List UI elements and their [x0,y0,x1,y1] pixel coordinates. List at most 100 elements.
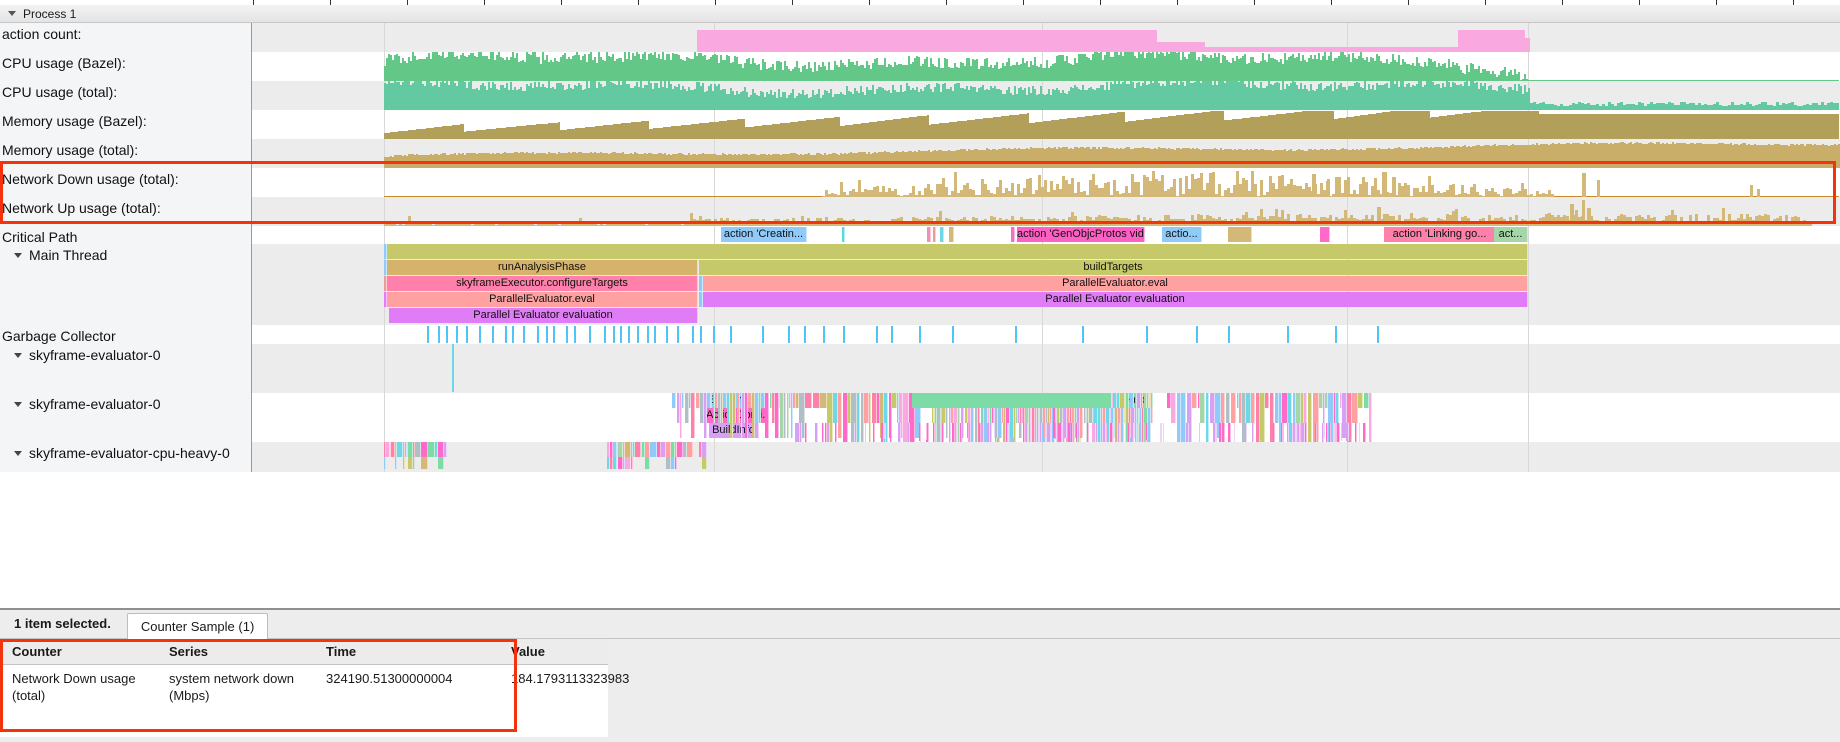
cpu-heavy-slice[interactable] [618,442,623,457]
dense-slice[interactable] [1140,423,1142,438]
gc-event-tick[interactable] [574,326,576,343]
dense-slice[interactable] [1200,393,1205,408]
cpu-heavy-slice[interactable] [623,457,625,469]
col-header-counter[interactable]: Counter [12,644,62,659]
dense-slice[interactable] [1148,408,1151,423]
cpu-heavy-slice[interactable] [618,457,623,469]
dense-slice[interactable] [899,408,903,423]
cpu-heavy-slice[interactable] [607,457,610,469]
dense-slice[interactable] [1279,393,1282,408]
dense-slice[interactable] [1313,408,1319,423]
dense-slice[interactable] [1060,408,1063,423]
dense-slice[interactable] [741,393,742,408]
flame-slice[interactable] [387,244,1528,259]
dense-slice[interactable] [1341,423,1342,441]
dense-slice[interactable] [680,423,682,438]
dense-slice[interactable] [962,438,963,442]
dense-slice[interactable] [1043,423,1046,438]
dense-slice[interactable] [1144,393,1147,408]
dense-slice[interactable] [765,408,769,423]
dense-slice[interactable] [1106,408,1110,423]
dense-slice[interactable] [1140,438,1142,442]
cpu-heavy-slice[interactable] [623,442,625,457]
dense-slice[interactable] [1256,438,1260,442]
cpu-heavy-slice[interactable] [413,457,415,469]
dense-slice[interactable] [1171,393,1176,408]
dense-slice[interactable] [892,393,897,408]
dense-slice[interactable] [1130,393,1134,408]
dense-slice[interactable] [872,408,877,423]
dense-slice[interactable] [903,393,909,408]
dense-slice[interactable] [727,393,730,408]
dense-slice[interactable] [1270,393,1274,408]
dense-slice[interactable] [1347,393,1352,408]
cpu-heavy-slice[interactable] [428,442,435,457]
sparse-slice[interactable] [452,344,454,392]
process-group-header[interactable]: Process 1 [0,5,1840,23]
dense-slice[interactable] [1084,408,1086,423]
dense-slice[interactable] [1073,423,1075,438]
dense-slice[interactable] [1128,423,1130,442]
cpu-heavy-slice[interactable] [610,442,613,457]
dense-slice[interactable] [813,393,820,408]
gc-event-tick[interactable] [730,326,732,343]
gc-event-tick[interactable] [919,326,921,343]
dense-slice[interactable] [861,408,864,423]
dense-slice[interactable] [1287,423,1289,442]
dense-slice[interactable] [1228,423,1231,442]
dense-slice[interactable] [1369,438,1372,442]
dense-slice[interactable] [1051,438,1055,442]
cpu-heavy-slice[interactable] [675,442,677,457]
dense-slice[interactable] [713,393,715,408]
dense-slice[interactable] [680,393,682,408]
cpu-heavy-slice[interactable] [390,442,391,457]
critical-path-slice[interactable]: action 'GenObjcProtos video/... [1017,227,1145,242]
dense-slice[interactable] [990,408,992,423]
dense-slice[interactable] [960,423,962,442]
dense-slice[interactable] [1076,423,1078,442]
dense-slice[interactable] [935,408,937,423]
cpu-heavy-slice[interactable] [631,442,633,457]
dense-slice[interactable] [691,423,695,438]
cpu-heavy-slice[interactable] [395,457,397,469]
dense-slice[interactable] [951,408,954,423]
gc-event-tick[interactable] [456,326,458,343]
dense-slice[interactable] [1146,423,1148,440]
dense-slice[interactable] [775,408,779,423]
dense-slice[interactable] [941,408,942,423]
dense-slice[interactable] [1023,408,1025,423]
dense-slice[interactable] [1301,408,1304,423]
dense-slice[interactable] [672,393,676,408]
dense-slice[interactable] [752,423,755,438]
flame-slice[interactable]: ParallelEvaluator.eval [387,292,698,307]
dense-slice[interactable] [1260,408,1265,423]
dense-slice[interactable] [1242,408,1246,423]
cpu-heavy-slice[interactable] [677,442,683,457]
cpu-heavy-slice[interactable] [438,442,444,457]
dense-slice[interactable] [784,408,786,423]
dense-slice[interactable] [727,408,730,423]
dense-slice[interactable] [981,423,984,442]
dense-slice[interactable] [1215,408,1221,423]
dense-slice[interactable] [1115,423,1118,438]
dense-slice[interactable] [934,408,935,423]
gc-event-tick[interactable] [492,326,494,343]
dense-slice[interactable] [759,408,761,423]
dense-slice[interactable] [1355,423,1357,442]
dense-slice[interactable] [1288,393,1292,408]
dense-slice[interactable] [1352,393,1358,408]
dense-slice[interactable] [984,408,988,423]
dense-slice[interactable] [765,423,769,438]
dense-slice[interactable] [1125,408,1126,423]
dense-slice[interactable] [827,438,833,442]
dense-slice[interactable] [898,423,901,442]
track-label-main-thread[interactable]: Main Thread [0,244,252,325]
dense-slice[interactable] [765,393,769,408]
dense-slice[interactable] [1101,408,1103,423]
flame-slice[interactable]: ParallelEvaluator.eval [703,276,1528,291]
dense-slice[interactable] [889,408,892,423]
dense-slice[interactable] [1141,393,1143,408]
dense-slice[interactable] [691,408,695,423]
dense-slice[interactable] [933,423,935,442]
cpu-heavy-slice[interactable] [675,457,677,469]
